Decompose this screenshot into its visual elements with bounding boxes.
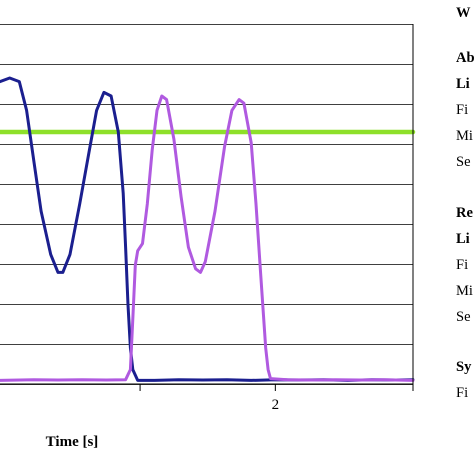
series-layer [0, 76, 416, 382]
legend-item-fi: Fi [456, 102, 469, 118]
x-axis-label: Time [s] [46, 434, 99, 450]
legend-item-fi-3: Fi [456, 385, 469, 401]
x-tick-label: 2 [272, 397, 280, 413]
side-legend-panel: W Ab Li Fi Mi Se Re Li Fi Mi Se Sy Fi [456, 0, 474, 474]
legend-item-mi-2: Mi [456, 283, 473, 299]
x-tick-layer: 2 [139, 384, 414, 413]
legend-heading-li: Li [456, 76, 470, 92]
series-line-1 [0, 76, 415, 382]
series-line-2 [0, 94, 415, 382]
legend-item-mi: Mi [456, 128, 473, 144]
legend-heading-ab: Ab [456, 50, 474, 66]
legend-heading-re: Re [456, 205, 473, 221]
legend-item-fi-2: Fi [456, 257, 469, 273]
legend-heading-li-2: Li [456, 231, 470, 247]
legend-item-se: Se [456, 154, 471, 170]
grid-layer [0, 24, 413, 385]
legend-item-se-2: Se [456, 309, 471, 325]
legend-text-w: W [456, 5, 471, 21]
legend-heading-sy: Sy [456, 359, 472, 375]
